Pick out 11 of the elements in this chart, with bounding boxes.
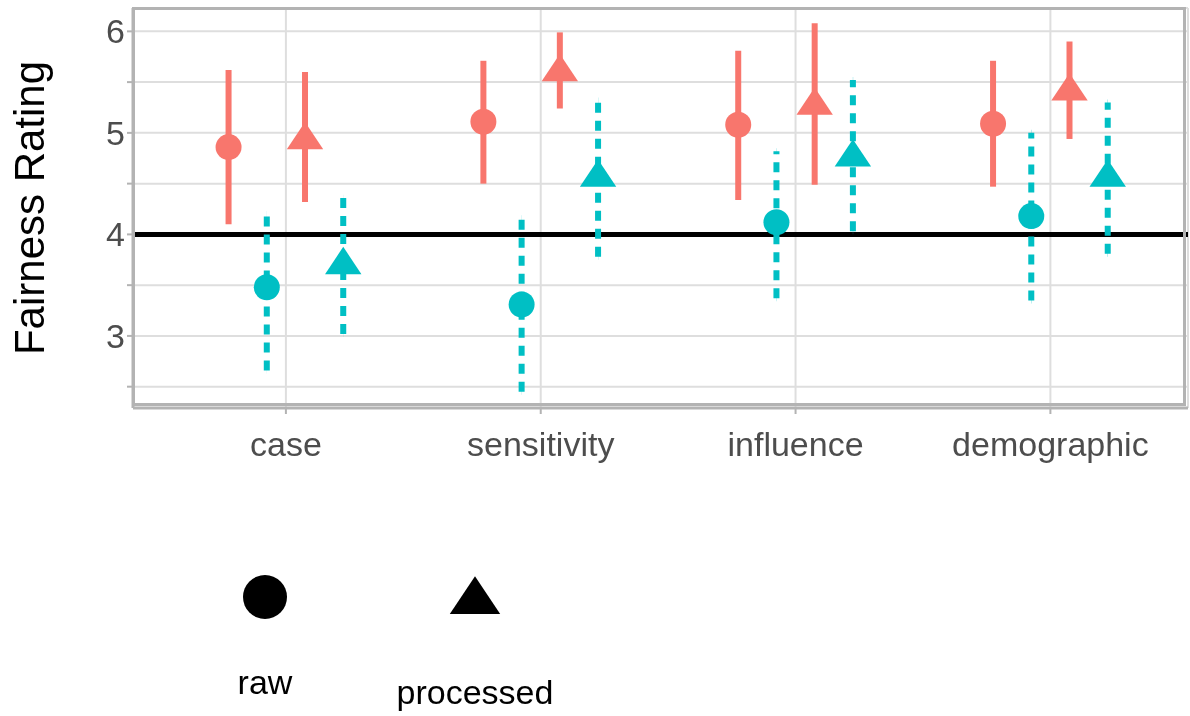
y-tick-label: 5 bbox=[106, 113, 125, 152]
y-tick-label: 6 bbox=[106, 12, 125, 51]
text: raw bbox=[237, 663, 293, 702]
y-tick-label: 3 bbox=[106, 316, 125, 355]
x-tick-label: case bbox=[249, 425, 322, 464]
x-tick-label: influence bbox=[727, 425, 864, 464]
x-tick-label: demographic bbox=[952, 425, 1149, 464]
y-axis-title: Fairness Rating bbox=[5, 60, 53, 356]
text: processed bbox=[396, 673, 554, 712]
x-tick-label: sensitivity bbox=[467, 425, 615, 464]
y-tick-label: 4 bbox=[106, 215, 125, 254]
